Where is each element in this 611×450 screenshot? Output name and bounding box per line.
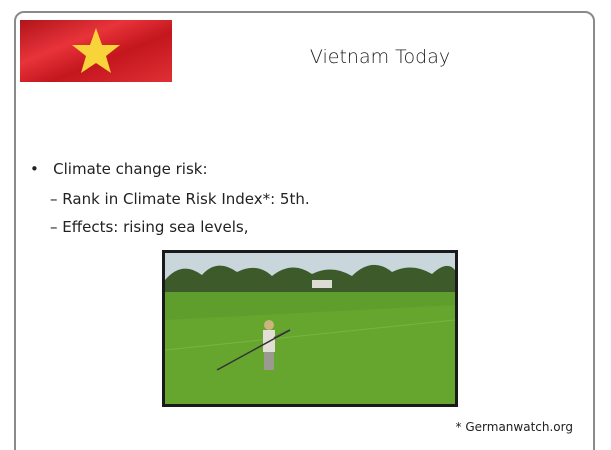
sub-bullet: – Effects: rising sea levels, [50, 218, 249, 236]
slide-frame [14, 11, 595, 450]
footnote: * Germanwatch.org [455, 420, 573, 434]
photo [162, 250, 458, 407]
bullet: • Climate change risk: [30, 160, 208, 178]
flag [20, 20, 172, 82]
sub-bullet-text: Rank in Climate Risk Index*: 5th. [62, 190, 310, 208]
sub-bullet: – Rank in Climate Risk Index*: 5th. [50, 190, 310, 208]
sub-bullet-text: Effects: rising sea levels, [62, 218, 249, 236]
bullet-text: Climate change risk: [53, 160, 208, 178]
slide-title: Vietnam Today [309, 46, 451, 68]
